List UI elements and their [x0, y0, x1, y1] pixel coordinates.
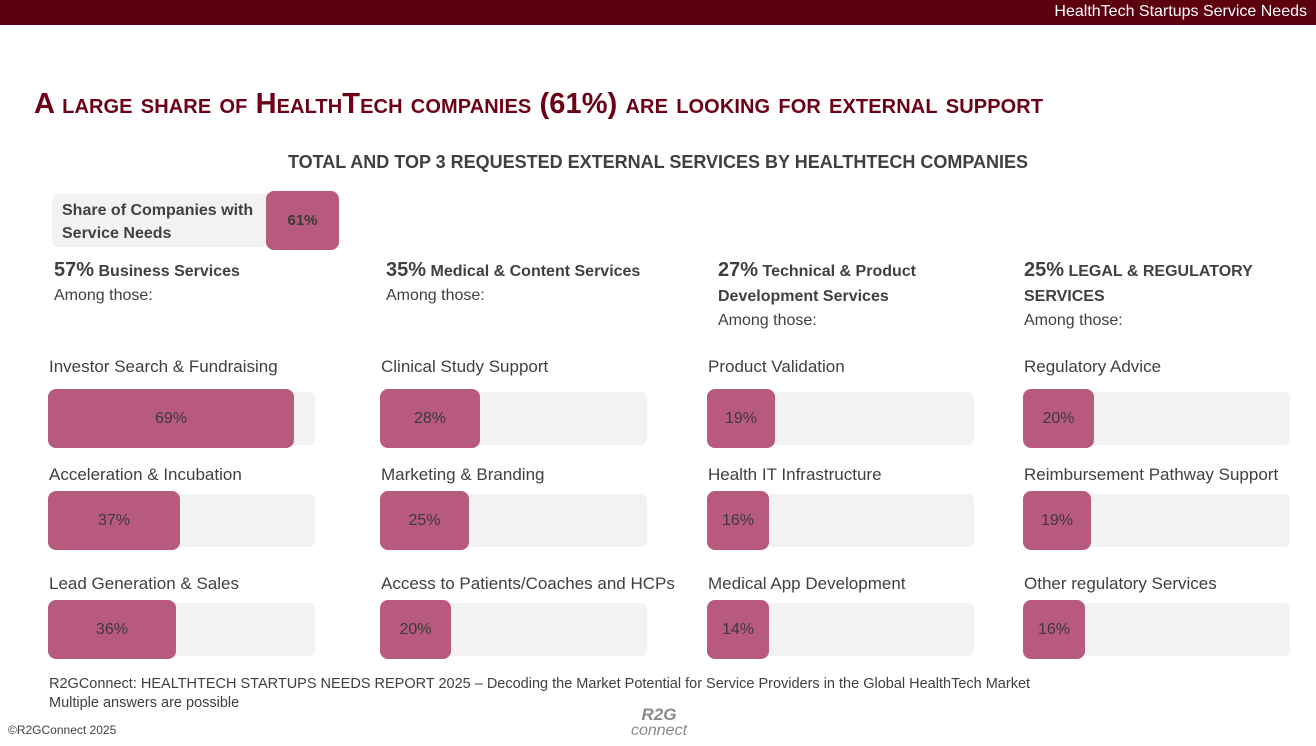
bar: 36% [48, 600, 176, 659]
service-label: Lead Generation & Sales [49, 574, 239, 593]
bar: 37% [48, 491, 180, 550]
top-bar-title: HealthTech Startups Service Needs [1054, 3, 1307, 20]
logo-line-2: connect [630, 722, 688, 739]
category-percent: 57% [54, 259, 95, 281]
category-percent: 25% [1024, 259, 1065, 281]
service-label: Product Validation [708, 357, 845, 376]
bar: 20% [1023, 389, 1094, 448]
source-note: R2GConnect: HEALTHTECH STARTUPS NEEDS RE… [49, 675, 1030, 713]
among-those-label: Among those: [718, 312, 817, 329]
bar: 16% [707, 491, 769, 550]
page-headline: A large share of HealthTech companies (6… [34, 88, 1044, 120]
service-label: Regulatory Advice [1024, 357, 1162, 376]
service-label: Health IT Infrastructure [708, 465, 882, 484]
multiple-answers-note: Multiple answers are possible [49, 695, 240, 711]
top-bar: HealthTech Startups Service Needs [0, 0, 1316, 25]
logo-line-1: R2G [641, 705, 677, 724]
bar: 20% [380, 600, 451, 659]
category-name: Technical & Product Development Services [718, 263, 916, 305]
bar: 19% [707, 389, 775, 448]
bar: 14% [707, 600, 769, 659]
service-label: Other regulatory Services [1024, 574, 1217, 593]
service-label: Marketing & Branding [381, 465, 545, 484]
category-percent: 27% [718, 259, 759, 281]
among-those-label: Among those: [54, 287, 153, 304]
among-those-label: Among those: [1024, 312, 1123, 329]
category-percent: 35% [386, 259, 427, 281]
service-label: Clinical Study Support [381, 357, 549, 376]
r2g-connect-logo: R2G connect [626, 705, 692, 739]
chart-title: TOTAL AND TOP 3 REQUESTED EXTERNAL SERVI… [287, 152, 1029, 172]
service-label: Access to Patients/Coaches and HCPs [381, 574, 675, 593]
bar: 16% [1023, 600, 1085, 659]
category-header: 27% Technical & Product Development Serv… [718, 258, 988, 332]
bar: 25% [380, 491, 469, 550]
total-share-label: Share of Companies with Service Needs [62, 202, 254, 242]
total-share-label-box: Share of Companies with Service Needs [52, 194, 274, 247]
category-name: Business Services [98, 263, 240, 280]
service-label: Reimbursement Pathway Support [1024, 465, 1279, 484]
bar: 69% [48, 389, 294, 448]
bar: 28% [380, 389, 480, 448]
category-name: Medical & Content Services [430, 263, 641, 280]
category-header: 57% Business Services Among those: [54, 258, 354, 307]
category-header: 25% LEGAL & REGULATORY SERVICES Among tho… [1024, 258, 1294, 332]
total-share-bar: 61% [266, 191, 339, 250]
source-text: R2GConnect: HEALTHTECH STARTUPS NEEDS RE… [49, 676, 1031, 692]
bar: 19% [1023, 491, 1091, 550]
service-label: Investor Search & Fundraising [49, 357, 278, 376]
service-label: Medical App Development [708, 574, 906, 593]
service-label: Acceleration & Incubation [49, 465, 242, 484]
among-those-label: Among those: [386, 287, 485, 304]
category-header: 35% Medical & Content Services Among thos… [386, 258, 656, 307]
copyright: ©R2GConnect 2025 [8, 723, 117, 737]
category-name: LEGAL & REGULATORY SERVICES [1024, 263, 1253, 305]
